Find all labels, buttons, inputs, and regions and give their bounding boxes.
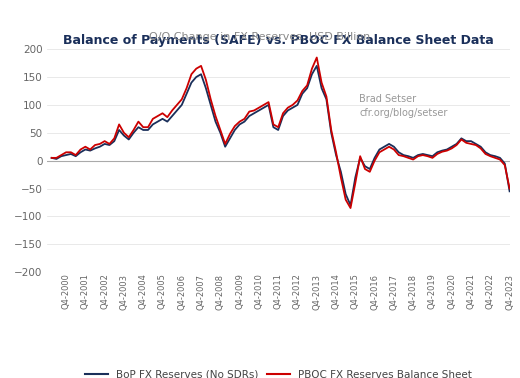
Title: Balance of Payments (SAFE) vs. PBOC FX Balance Sheet Data: Balance of Payments (SAFE) vs. PBOC FX B… bbox=[63, 34, 493, 46]
Legend: BoP FX Reserves (No SDRs), PBOC FX Reserves Balance Sheet: BoP FX Reserves (No SDRs), PBOC FX Reser… bbox=[81, 365, 476, 378]
Text: Q/Q Change in FX Reserves, USD Billion: Q/Q Change in FX Reserves, USD Billion bbox=[149, 32, 371, 42]
Text: Brad Setser
cfr.org/blog/setser: Brad Setser cfr.org/blog/setser bbox=[359, 94, 448, 118]
